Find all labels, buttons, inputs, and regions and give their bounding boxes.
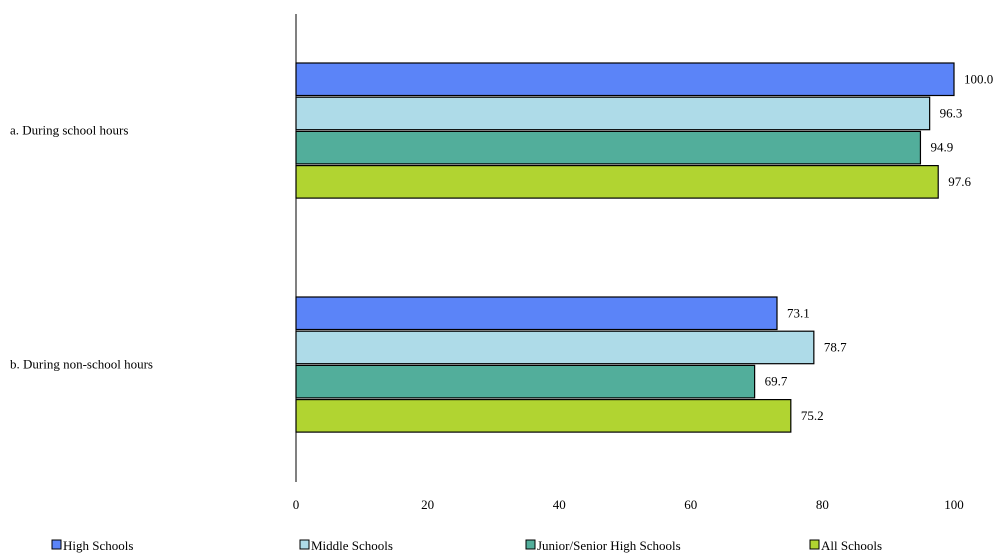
bar-junior-senior-high-schools-non-school-hours xyxy=(295,364,756,399)
data-label-middle-schools-non-school-hours: 78.7 xyxy=(824,339,847,354)
legend-item-junior-senior-high-schools: Junior/Senior High Schools xyxy=(525,538,681,553)
legend-swatch-junior-senior-high-schools xyxy=(525,539,536,550)
x-tick-label-40: 40 xyxy=(553,497,566,512)
data-label-high-schools-non-school-hours: 73.1 xyxy=(787,305,810,320)
legend-label-middle-schools: Middle Schools xyxy=(311,538,393,553)
category-labels: a. During school hours b. During non-scho… xyxy=(10,123,153,372)
data-label-junior-senior-high-schools-non-school-hours: 69.7 xyxy=(765,374,788,389)
x-axis-tick-labels: 0 20 40 60 80 100 xyxy=(293,497,964,512)
bar-high-schools-school-hours xyxy=(295,62,955,97)
legend-item-middle-schools: Middle Schools xyxy=(299,538,393,553)
category-label-school-hours: a. During school hours xyxy=(10,123,128,138)
bar-all-schools-non-school-hours xyxy=(295,399,792,433)
x-tick-label-100: 100 xyxy=(944,497,964,512)
legend-swatch-high-schools xyxy=(51,539,62,550)
data-labels: 100.0 96.3 94.9 97.6 73.1 78.7 69.7 75.2 xyxy=(765,71,994,423)
data-label-all-schools-school-hours: 97.6 xyxy=(948,174,971,189)
bar-middle-schools-school-hours xyxy=(295,96,931,131)
legend-swatch-middle-schools xyxy=(299,539,310,550)
bar-high-schools-non-school-hours xyxy=(295,296,778,331)
legend: High Schools Middle Schools Junior/Senior … xyxy=(51,538,882,553)
data-label-high-schools-school-hours: 100.0 xyxy=(964,71,993,86)
data-label-junior-senior-high-schools-school-hours: 94.9 xyxy=(930,140,953,155)
category-label-non-school-hours: b. During non-school hours xyxy=(10,357,153,372)
legend-item-high-schools: High Schools xyxy=(51,538,133,553)
bar-middle-schools-non-school-hours xyxy=(295,330,815,365)
legend-label-junior-senior-high-schools: Junior/Senior High Schools xyxy=(537,538,681,553)
data-label-middle-schools-school-hours: 96.3 xyxy=(940,105,963,120)
legend-item-all-schools: All Schools xyxy=(809,538,882,553)
legend-swatch-all-schools xyxy=(809,539,820,550)
x-tick-label-20: 20 xyxy=(421,497,434,512)
bars-layer xyxy=(295,62,955,433)
data-label-all-schools-non-school-hours: 75.2 xyxy=(801,408,824,423)
x-tick-label-0: 0 xyxy=(293,497,300,512)
bar-all-schools-school-hours xyxy=(295,165,939,199)
legend-label-high-schools: High Schools xyxy=(63,538,133,553)
legend-label-all-schools: All Schools xyxy=(821,538,882,553)
x-tick-label-60: 60 xyxy=(684,497,697,512)
bar-junior-senior-high-schools-school-hours xyxy=(295,130,922,165)
x-tick-label-80: 80 xyxy=(816,497,829,512)
